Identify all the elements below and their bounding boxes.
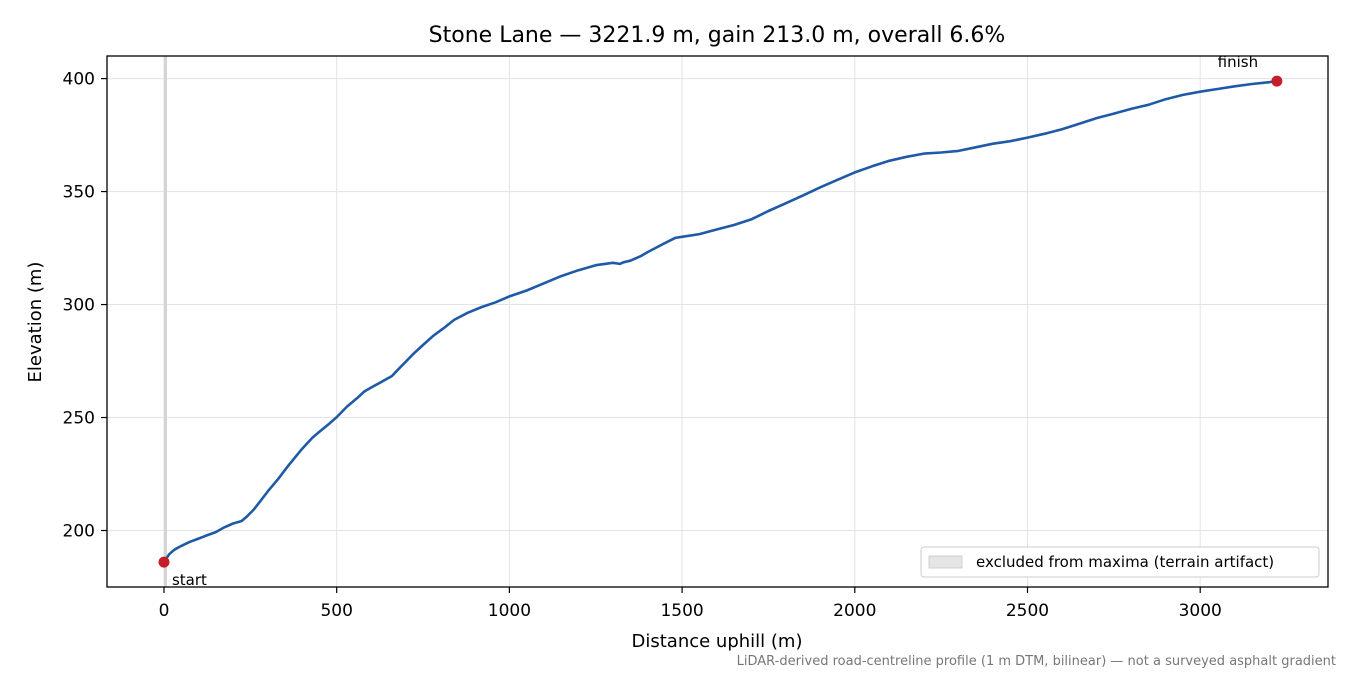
y-tick-label: 200: [63, 522, 95, 542]
chart-title: Stone Lane — 3221.9 m, gain 213.0 m, ove…: [429, 23, 1006, 48]
start-marker: [158, 556, 170, 568]
y-tick-label: 250: [63, 409, 95, 429]
x-axis-label: Distance uphill (m): [632, 631, 803, 652]
elevation-line: [162, 79, 1278, 563]
y-tick-label: 350: [63, 183, 95, 203]
x-axis-ticks: 0 500 1000 1500 2000 2500 3000: [159, 587, 1222, 621]
x-tick-label: 2500: [1006, 601, 1049, 621]
legend-swatch: [928, 555, 963, 569]
marker-layer: start finish: [158, 53, 1283, 589]
legend: excluded from maxima (terrain artifact): [920, 546, 1320, 578]
y-tick-label: 400: [63, 70, 95, 90]
x-tick-label: 3000: [1179, 601, 1222, 621]
x-tick-label: 2000: [833, 601, 876, 621]
finish-marker: [1271, 75, 1283, 87]
x-tick-label: 1000: [488, 601, 531, 621]
finish-label: finish: [1218, 53, 1258, 71]
y-tick-label: 300: [63, 296, 95, 316]
start-label: start: [172, 571, 207, 589]
excluded-band: [163, 56, 167, 587]
x-tick-label: 500: [320, 601, 352, 621]
y-axis-ticks: 200 250 300 350 400: [63, 70, 107, 542]
grid: [107, 56, 1328, 587]
excluded-band-rect: [163, 56, 167, 587]
x-tick-label: 0: [159, 601, 170, 621]
legend-label: excluded from maxima (terrain artifact): [976, 553, 1274, 571]
y-axis-label: Elevation (m): [25, 262, 46, 383]
legend-box: [920, 546, 1320, 578]
footnote: LiDAR-derived road-centreline profile (1…: [737, 654, 1336, 669]
series-layer: [162, 79, 1278, 563]
x-tick-label: 1500: [660, 601, 703, 621]
plot-frame: [106, 55, 1329, 588]
